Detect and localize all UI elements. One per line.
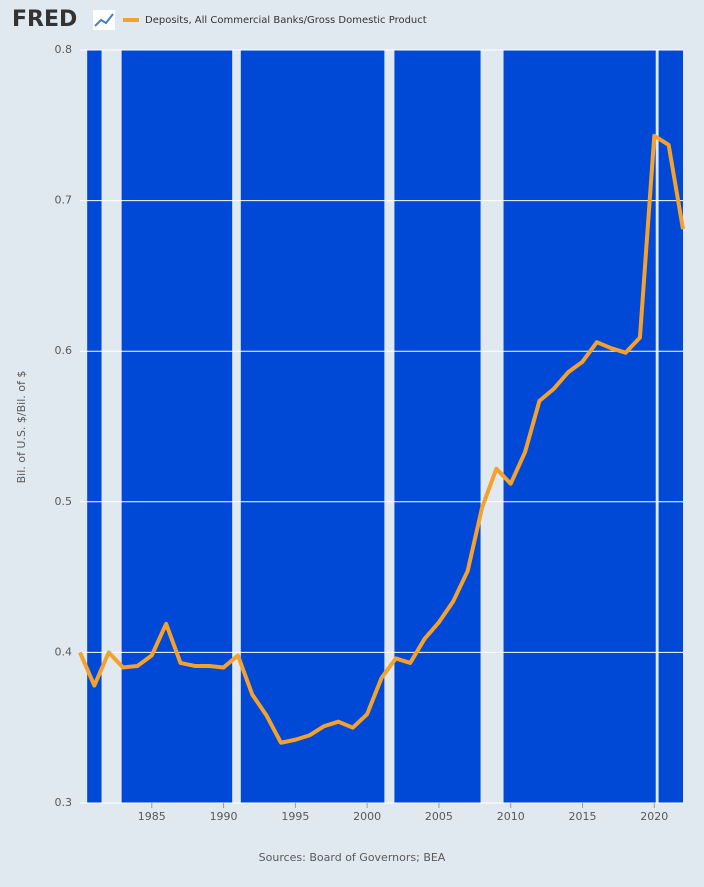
- x-tick-label: 1995: [281, 810, 309, 823]
- y-tick-label: 0.5: [55, 495, 73, 508]
- recession-band: [80, 50, 88, 803]
- y-tick-label: 0.4: [55, 645, 73, 658]
- recession-band: [232, 50, 241, 803]
- recession-band: [655, 50, 659, 803]
- x-tick-label: 2005: [425, 810, 453, 823]
- recession-band: [480, 50, 504, 803]
- logo: FRED: [12, 7, 77, 32]
- source-note: Sources: Board of Governors; BEA: [259, 851, 446, 864]
- x-tick-label: 2020: [640, 810, 668, 823]
- y-tick-label: 0.6: [55, 344, 73, 357]
- y-tick-label: 0.7: [55, 194, 73, 207]
- logo-icon-line: [94, 13, 114, 27]
- x-tick-label: 2015: [569, 810, 597, 823]
- y-axis-label: Bil. of U.S. $/Bil. of $: [15, 371, 28, 484]
- data-line: [78, 133, 685, 745]
- y-tick-label: 0.3: [55, 796, 73, 809]
- x-tick-label: 2000: [353, 810, 381, 823]
- legend-label: Deposits, All Commercial Banks/Gross Dom…: [145, 15, 427, 26]
- logo-icon: [93, 10, 115, 30]
- x-tick-label: 1990: [210, 810, 238, 823]
- recession-band: [101, 50, 122, 803]
- recession-band: [384, 50, 395, 803]
- x-tick-label: 2010: [497, 810, 525, 823]
- x-tick-label: 1985: [138, 810, 166, 823]
- y-tick-label: 0.8: [55, 43, 73, 56]
- plot-background: [80, 50, 683, 803]
